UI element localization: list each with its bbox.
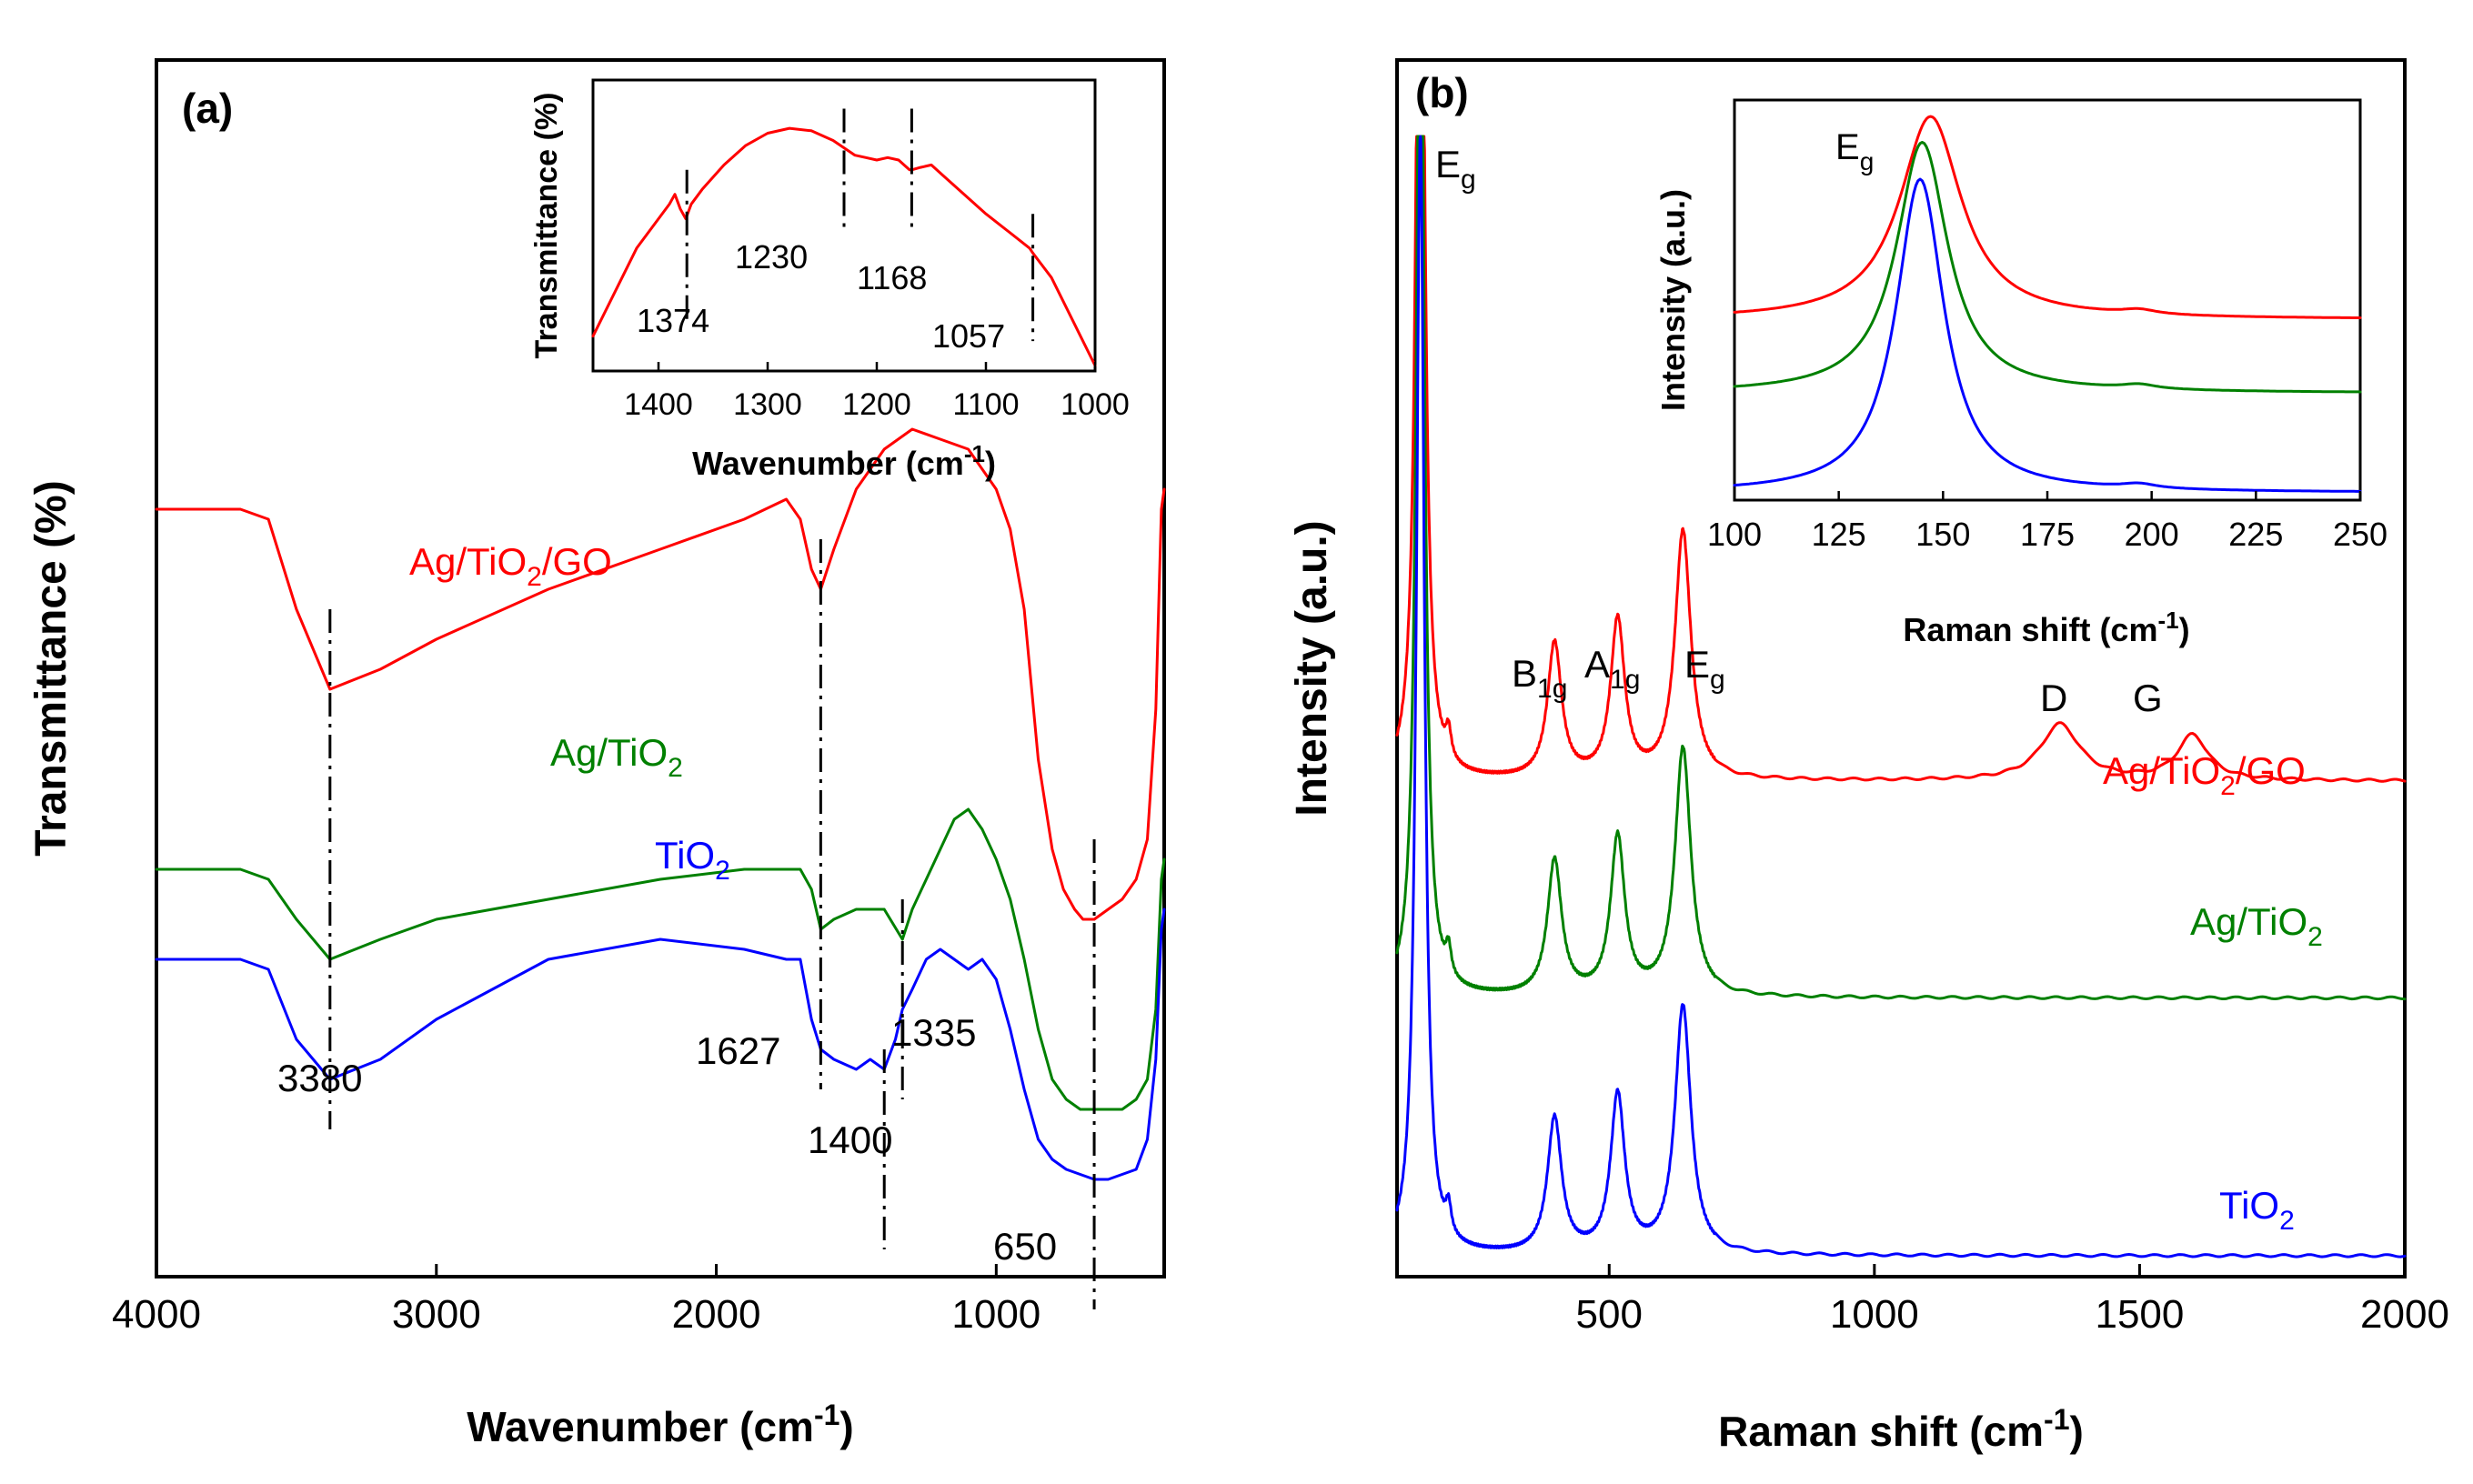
- panel-b-x-ticks: 500 1000 1500 2000: [1576, 1264, 2449, 1337]
- annot-650: 650: [993, 1225, 1057, 1268]
- panel-a-y-axis-title: Transmittance (%): [27, 480, 75, 856]
- series-line-tio2: [155, 907, 1166, 1181]
- panel-b-inset: 100 125 150 175 200 225 250 Eg Raman shift (cm…: [1654, 98, 2388, 648]
- inset-x-tick-label: 100: [1707, 516, 1762, 553]
- panel-a-x-ticks: 4000 3000 2000 1000: [112, 1264, 1040, 1337]
- annot-3380: 3380: [277, 1057, 362, 1099]
- inset-x-tick-label: 1100: [952, 387, 1019, 422]
- panel-a-inset-y-axis-title: Transmittance (%): [529, 93, 564, 359]
- panel-b-x-axis-title: Raman shift (cm-1): [1718, 1403, 2084, 1455]
- annot-1335: 1335: [891, 1011, 976, 1054]
- x-tick-label: 2000: [672, 1292, 761, 1337]
- panel-a-guide-lines: [328, 539, 1096, 1309]
- panel-a-x-axis-title: Wavenumber (cm-1): [467, 1399, 854, 1450]
- inset-x-tick-label: 1000: [1061, 387, 1130, 422]
- label-tio2: TiO2: [655, 834, 730, 886]
- raman-series-line-ag-tio2: [1395, 135, 2407, 1001]
- inset-annot-1374: 1374: [637, 302, 709, 339]
- inset-x-tick-label: 225: [2228, 516, 2283, 553]
- peak-label-g: G: [2133, 677, 2163, 719]
- inset-x-tick-label: 250: [2333, 516, 2388, 553]
- inset-series-line-ag-tio2-go: [591, 126, 1097, 367]
- series-line-ag-tio2: [155, 807, 1166, 1111]
- x-tick-label: 3000: [392, 1292, 481, 1337]
- inset-annot-1168: 1168: [857, 259, 927, 296]
- series-line-ag-tio2-go: [155, 427, 1166, 921]
- panel-b-frame: [1395, 58, 2407, 1278]
- panel-b-inset-series: [1733, 115, 2362, 493]
- panel-b-inset-y-axis-title: Intensity (a.u.): [1654, 189, 1692, 411]
- x-tick-label: 4000: [112, 1292, 201, 1337]
- annot-1627: 1627: [696, 1029, 780, 1072]
- inset-raman-line-ag-tio2-go: [1733, 115, 2362, 319]
- inset-annot-1230: 1230: [735, 238, 808, 276]
- panel-a-series: [155, 427, 1166, 1181]
- panel-a-letter: (a): [182, 85, 233, 132]
- peak-label-a1g: A1g: [1584, 643, 1640, 695]
- raman-series-line-ag-tio2-go: [1395, 135, 2407, 783]
- x-tick-label: 1000: [951, 1292, 1040, 1337]
- label-b-ag-tio2-go: Ag/TiO2/GO: [2103, 749, 2306, 801]
- panel-b: (b) 500 1000 1500 2000 Eg B1g A1g Eg D G Ag…: [1288, 58, 2449, 1455]
- x-tick-label: 1500: [2095, 1292, 2184, 1337]
- panel-b-y-axis-title: Intensity (a.u.): [1288, 520, 1336, 816]
- raman-series-line-tio2: [1395, 135, 2407, 1258]
- inset-annot-1057: 1057: [932, 317, 1005, 355]
- panel-a-inset-series: [591, 126, 1097, 367]
- inset-x-tick-label: 1200: [842, 387, 911, 422]
- panel-b-letter: (b): [1415, 69, 1469, 116]
- peak-label-eg: Eg: [1435, 143, 1476, 195]
- inset-x-tick-label: 125: [1812, 516, 1866, 553]
- inset-raman-line-tio2: [1733, 177, 2362, 493]
- label-b-ag-tio2: Ag/TiO2: [2190, 900, 2323, 952]
- x-tick-label: 500: [1576, 1292, 1643, 1337]
- x-tick-label: 2000: [2360, 1292, 2449, 1337]
- x-tick-label: 1000: [1830, 1292, 1919, 1337]
- inset-peak-label-eg: Eg: [1835, 127, 1874, 175]
- panel-a-inset-guide-lines: [685, 108, 1035, 342]
- inset-x-tick-label: 1400: [624, 387, 693, 422]
- panel-a-inset-x-axis-title: Wavenumber (cm-1): [692, 440, 996, 482]
- peak-label-d: D: [2040, 677, 2067, 719]
- annot-1400: 1400: [808, 1118, 892, 1161]
- peak-label-b1g: B1g: [1512, 652, 1567, 704]
- label-b-tio2: TiO2: [2219, 1184, 2295, 1236]
- panel-b-inset-x-ticks: 100 125 150 175 200 225 250: [1707, 491, 2388, 553]
- inset-x-tick-label: 200: [2125, 516, 2179, 553]
- inset-x-tick-label: 175: [2020, 516, 2075, 553]
- inset-raman-line-ag-tio2: [1733, 141, 2362, 394]
- panel-a-inset: 1400 1300 1200 1100 1000 1374 1230 1168 1057…: [529, 78, 1130, 482]
- panel-a-inset-x-ticks: 1400 1300 1200 1100 1000: [624, 362, 1130, 422]
- panel-b-inset-x-axis-title: Raman shift (cm-1): [1903, 607, 2189, 648]
- panel-a-frame: [155, 58, 1166, 1278]
- peak-label-eg-2: Eg: [1684, 643, 1725, 695]
- panel-b-series: [1395, 135, 2407, 1258]
- inset-x-tick-label: 150: [1915, 516, 1970, 553]
- label-ag-tio2: Ag/TiO2: [550, 731, 683, 783]
- panel-a: (a) 4000 3000 2000 1000 Ag/TiO2/GO Ag/TiO2 …: [27, 58, 1166, 1450]
- label-ag-tio2-go: Ag/TiO2/GO: [409, 540, 612, 592]
- panel-a-inset-frame: [591, 78, 1097, 373]
- inset-x-tick-label: 1300: [733, 387, 802, 422]
